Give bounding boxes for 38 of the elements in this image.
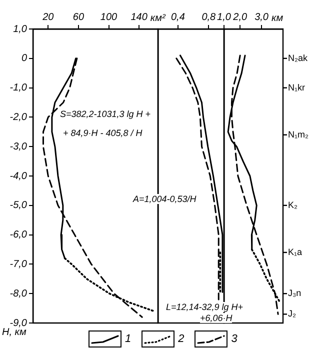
y-tick-label: -8,0: [10, 288, 28, 300]
ref-line-label: N₁m₂: [288, 129, 310, 140]
x-axis-title: км²: [150, 12, 166, 24]
x-tick-label: 60: [72, 12, 84, 23]
ref-line-label: K₁a: [288, 246, 302, 257]
legend-label: 2: [178, 333, 184, 345]
y-tick-label: -4,0: [10, 170, 28, 182]
ref-line-label: J₃n: [288, 288, 302, 298]
x-axis-title: км: [271, 12, 284, 24]
x-tick-label: 1,0: [217, 12, 232, 23]
annotation: S=382,2-1031,3 lg H +: [60, 109, 151, 119]
legend-label: 1: [125, 333, 132, 345]
annotation: L=12,14-32,9 lg H+: [166, 302, 244, 312]
y-axis-title: H, км: [2, 326, 26, 338]
y-tick-label: 1,0: [13, 24, 28, 35]
x-tick-label: 0,8: [202, 12, 216, 23]
y-tick-label: -7,0: [10, 258, 28, 270]
annotation: +6,06·H: [200, 313, 232, 323]
y-tick-label: 0: [21, 53, 28, 64]
x-tick-label: 100: [100, 12, 118, 23]
annotation: + 84,9·H - 405,8 / H: [63, 128, 142, 138]
y-tick-label: -9,0: [10, 318, 28, 329]
x-tick-label: 0,4: [171, 12, 186, 23]
x-tick-label: 2,0: [232, 12, 248, 23]
y-tick-label: -1,0: [10, 82, 28, 94]
legend-label: 3: [231, 333, 238, 345]
y-tick-label: -3,0: [10, 141, 28, 152]
y-tick-label: -6,0: [10, 230, 28, 241]
ref-line-label: J₂: [288, 308, 296, 319]
annotation: A=1,004-0,53/H: [133, 194, 196, 204]
x-tick-label: 3,0: [254, 12, 269, 23]
x-tick-label: 140: [130, 12, 148, 23]
y-tick-label: -2,0: [10, 112, 28, 123]
x-tick-label: 20: [42, 12, 54, 23]
ref-line-label: N₁kr: [288, 82, 306, 92]
ref-line-label: K₂: [288, 200, 298, 210]
ref-line-label: N₂ak: [288, 52, 308, 63]
y-tick-label: -5,0: [10, 200, 28, 212]
